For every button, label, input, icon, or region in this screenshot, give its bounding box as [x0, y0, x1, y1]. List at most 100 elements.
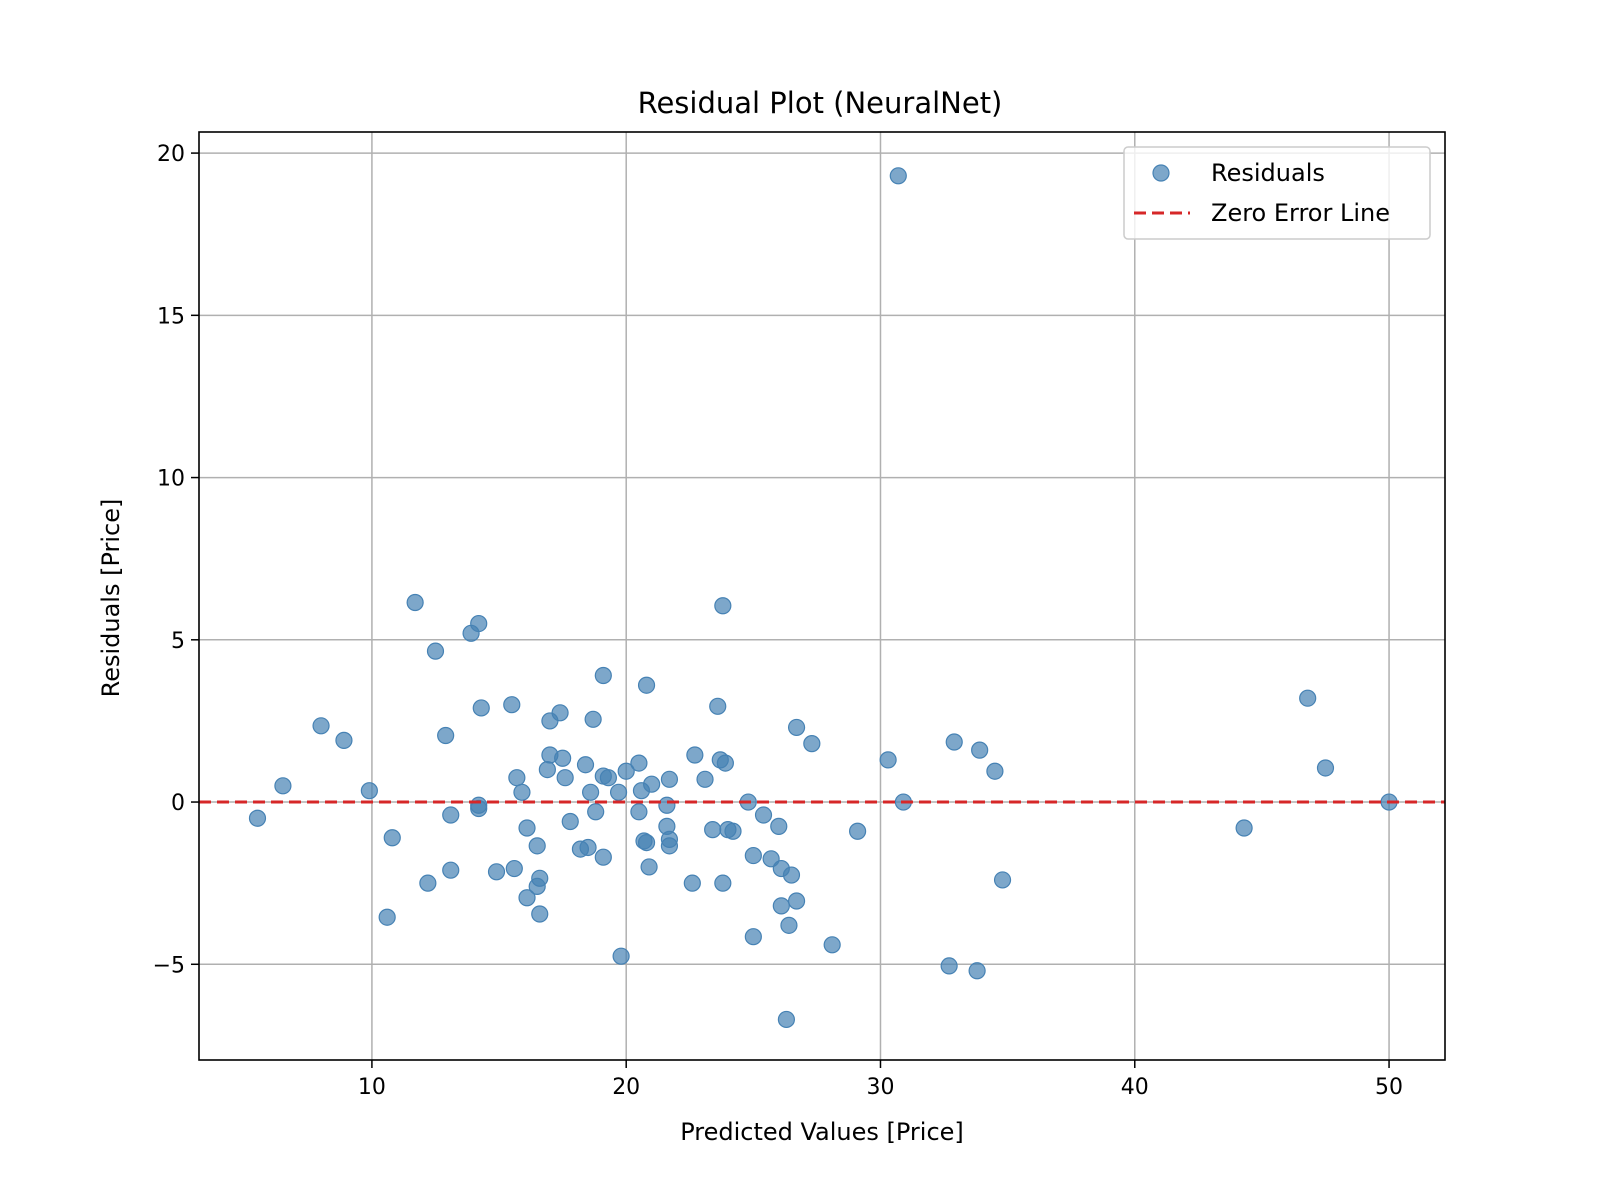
- residual-point: [772, 897, 790, 915]
- residual-point: [312, 717, 330, 735]
- chart-title: Residual Plot (NeuralNet): [638, 86, 1003, 120]
- y-tick-label: 5: [171, 629, 185, 654]
- residual-point: [561, 812, 579, 831]
- residual-point: [528, 877, 546, 896]
- residual-point: [472, 699, 490, 717]
- residual-point: [594, 848, 612, 866]
- y-tick-label: −5: [153, 953, 185, 978]
- axis-ticks: 10 20 30 40 50 −5 0 5 10 15 20: [153, 142, 1403, 1100]
- residual-point: [541, 712, 559, 730]
- legend-marker-residuals: [1152, 164, 1170, 182]
- residual-point: [584, 710, 602, 728]
- residual-point: [714, 597, 732, 615]
- residual-point: [406, 593, 424, 612]
- residual-point: [594, 666, 612, 685]
- residual-point: [556, 769, 574, 787]
- residual-point: [754, 806, 773, 824]
- legend: Residuals Zero Error Line: [1123, 146, 1431, 240]
- x-tick-label: 40: [1121, 1075, 1149, 1100]
- residual-point: [274, 777, 292, 795]
- residual-point: [554, 749, 572, 767]
- residual-point: [704, 821, 722, 839]
- plot-frame: [198, 131, 1446, 1061]
- y-axis-label: Residuals [Price]: [97, 499, 125, 698]
- residual-point: [782, 866, 801, 884]
- residual-point: [696, 770, 714, 788]
- residual-point: [581, 783, 600, 801]
- residual-point: [968, 962, 986, 980]
- residual-point: [609, 783, 628, 801]
- residual-point: [993, 871, 1012, 889]
- residual-point: [724, 822, 742, 840]
- residual-point: [787, 718, 806, 737]
- residual-point: [630, 803, 648, 821]
- residual-point: [823, 936, 841, 954]
- legend-label-residuals: Residuals: [1211, 159, 1325, 187]
- y-tick-label: 10: [157, 467, 185, 492]
- residual-point: [571, 840, 590, 858]
- residual-point: [487, 863, 506, 881]
- residual-point: [686, 746, 704, 764]
- residual-point: [518, 819, 536, 837]
- residual-point: [777, 1010, 796, 1029]
- residual-point: [505, 859, 523, 878]
- residual-point: [889, 167, 907, 185]
- residual-point: [248, 809, 267, 827]
- residual-point: [528, 837, 546, 855]
- residual-point: [587, 803, 605, 821]
- residual-point: [360, 782, 378, 800]
- y-tick-label: 0: [171, 791, 185, 816]
- residual-point: [442, 861, 460, 879]
- residual-point: [660, 770, 679, 788]
- residual-point: [683, 874, 701, 892]
- residual-point: [744, 928, 762, 946]
- residual-point: [1316, 759, 1335, 777]
- residual-point: [971, 741, 989, 759]
- residual-points: [248, 167, 1398, 1029]
- residual-point: [576, 756, 595, 774]
- residual-point: [637, 676, 656, 694]
- x-tick-label: 10: [358, 1075, 386, 1100]
- residual-point: [531, 905, 549, 923]
- residual-point: [1299, 689, 1317, 707]
- residual-point: [442, 806, 460, 824]
- x-tick-label: 50: [1375, 1075, 1403, 1100]
- residual-point: [787, 892, 806, 910]
- residual-point: [383, 829, 401, 847]
- x-tick-label: 20: [612, 1075, 640, 1100]
- x-axis-label: Predicted Values [Price]: [680, 1118, 964, 1146]
- residual-point: [940, 957, 958, 975]
- legend-label-zero-line: Zero Error Line: [1211, 199, 1390, 227]
- residual-point: [470, 799, 488, 818]
- residual-point: [709, 697, 727, 715]
- residual-point: [617, 762, 635, 780]
- residual-point: [513, 783, 531, 801]
- residual-point: [879, 751, 897, 769]
- residual-point: [630, 754, 648, 772]
- residual-point: [945, 733, 963, 751]
- residual-point: [986, 762, 1004, 780]
- residual-point: [632, 782, 651, 800]
- residual-point: [640, 858, 658, 876]
- residual-point: [660, 837, 679, 855]
- residual-point: [612, 947, 630, 965]
- legend-box: [1123, 146, 1431, 240]
- residual-point: [426, 642, 445, 660]
- residual-point: [437, 726, 455, 745]
- residual-point: [538, 760, 556, 779]
- residual-point: [462, 624, 480, 642]
- residual-point: [1235, 819, 1253, 837]
- residual-point: [335, 731, 353, 749]
- residual-point: [714, 874, 732, 892]
- residual-point: [770, 817, 788, 835]
- residual-point: [803, 735, 821, 753]
- residual-point: [503, 696, 521, 714]
- residual-point: [744, 846, 762, 865]
- residual-point: [518, 889, 536, 907]
- x-tick-label: 30: [866, 1075, 894, 1100]
- residual-point: [419, 874, 437, 892]
- residual-point: [716, 754, 734, 772]
- residual-point: [658, 796, 676, 814]
- residual-point: [780, 916, 798, 934]
